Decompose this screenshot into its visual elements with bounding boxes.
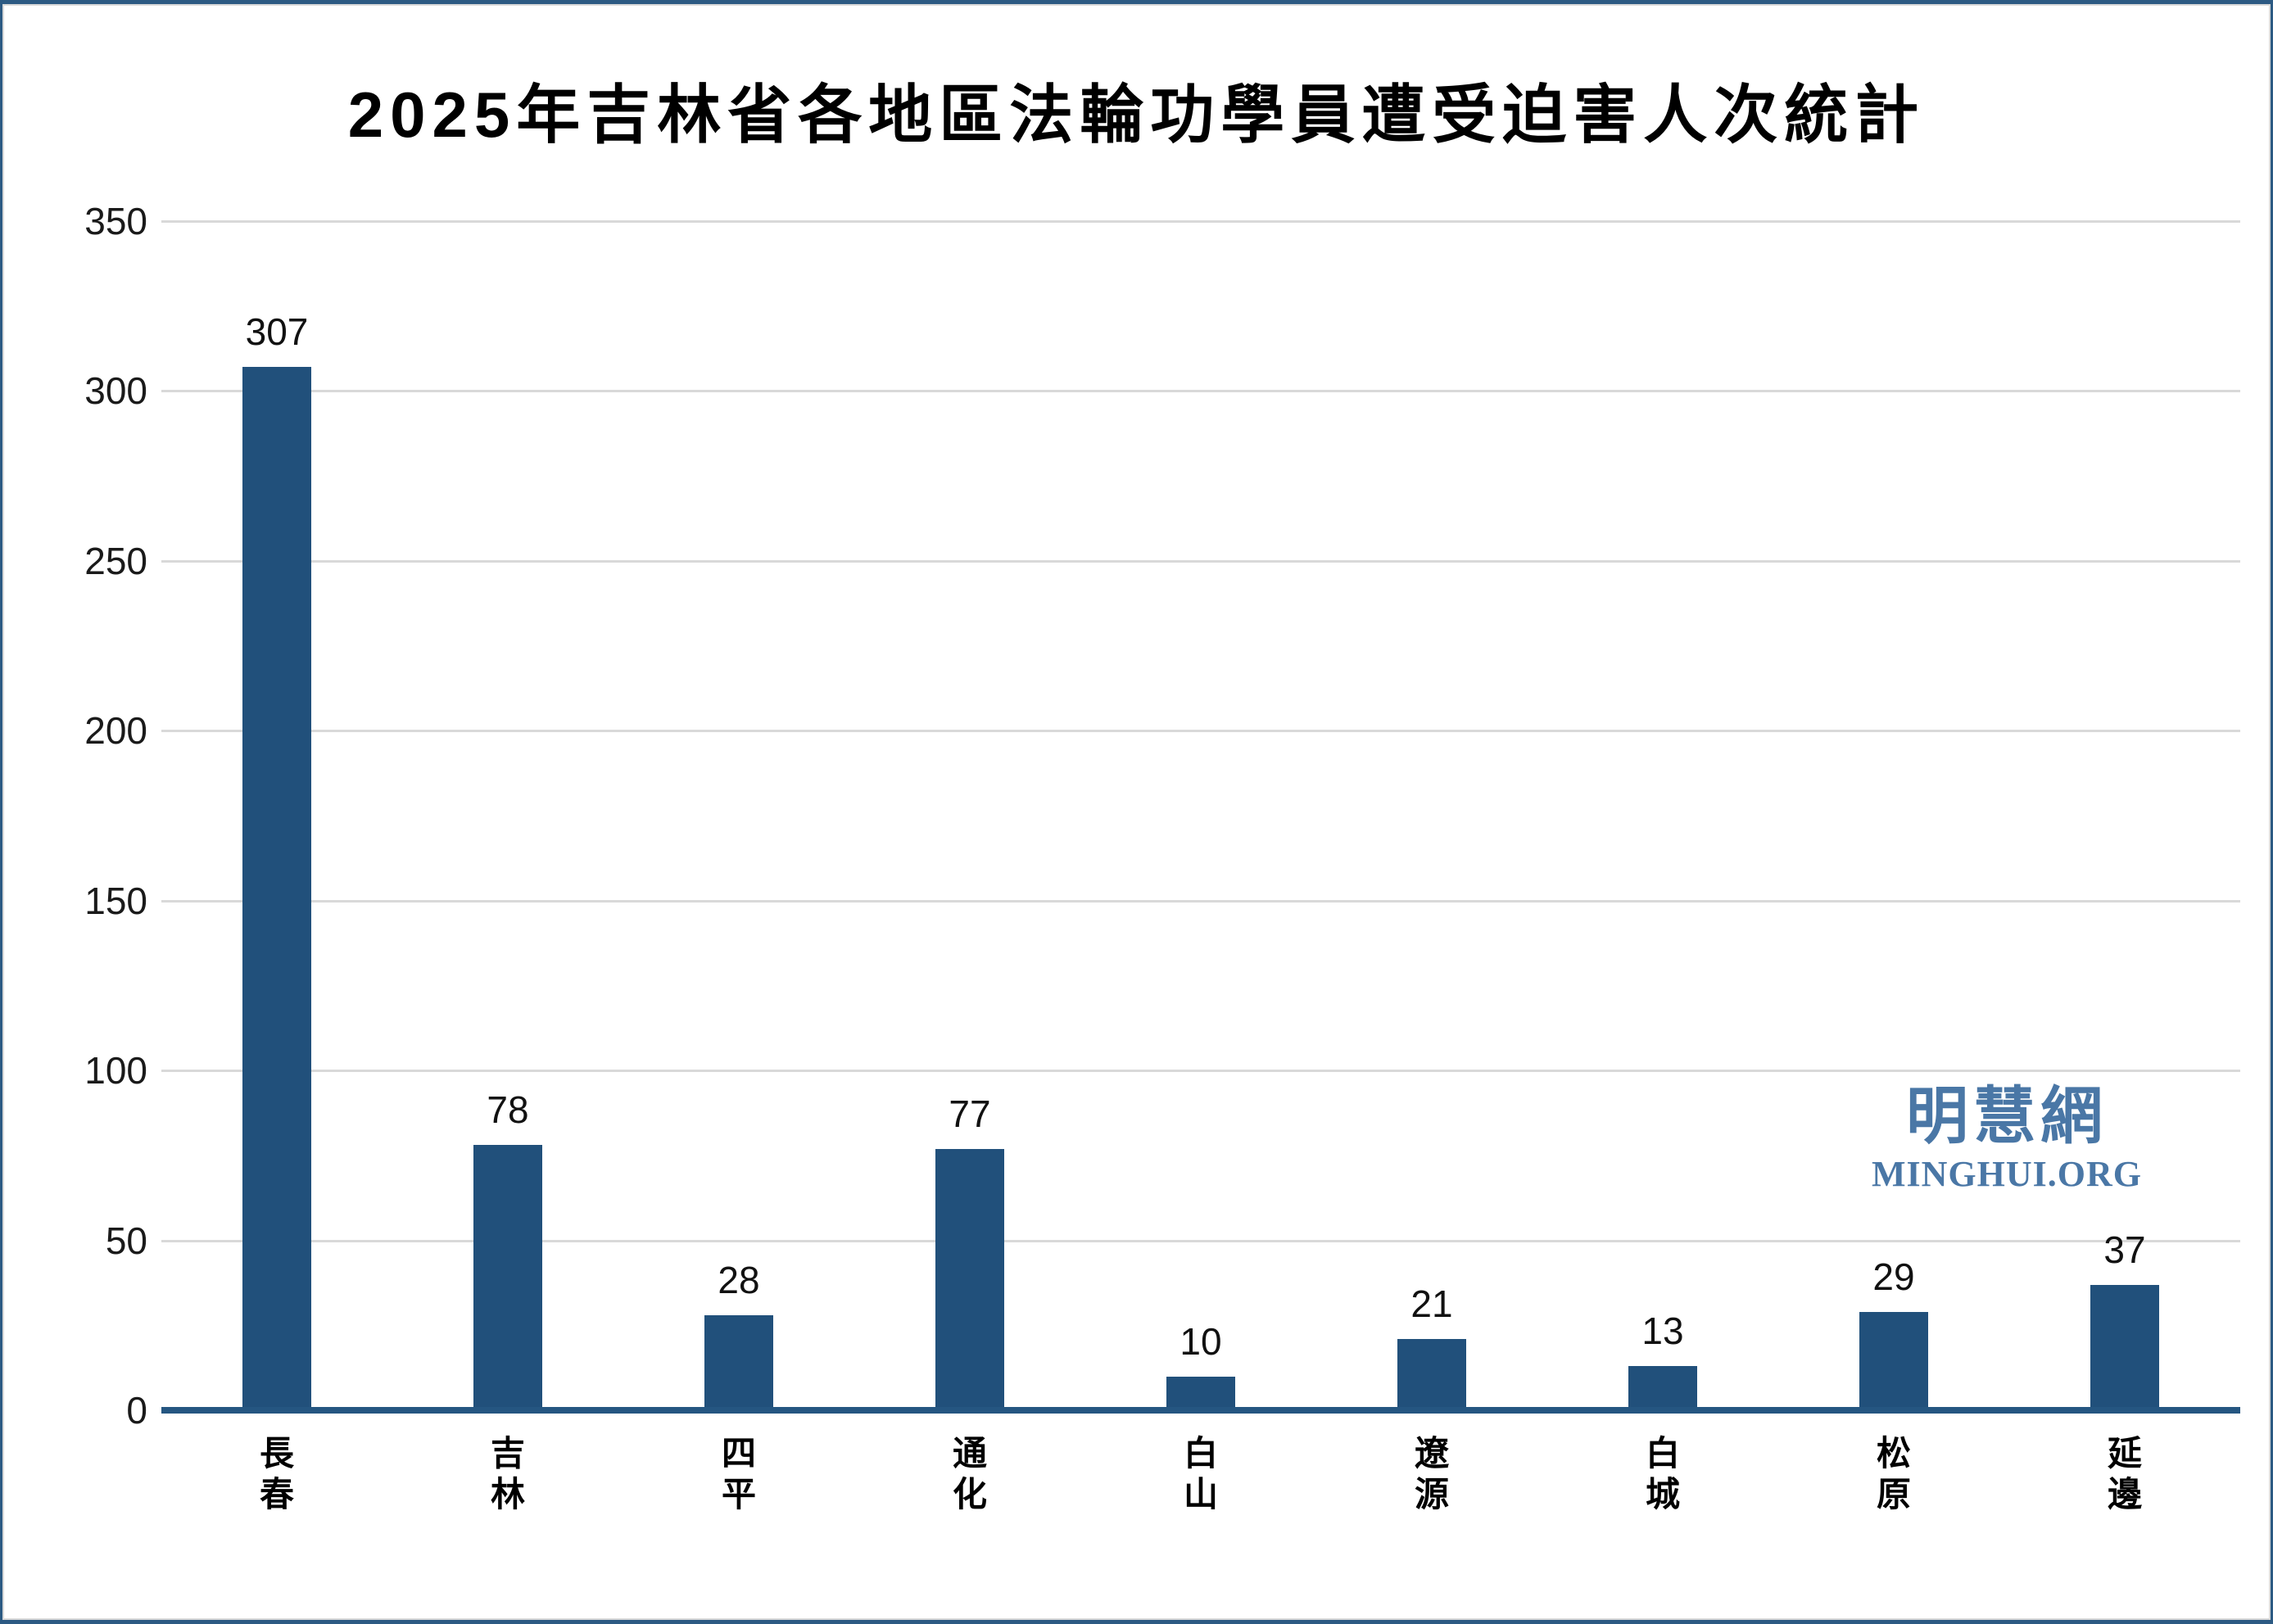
bar xyxy=(1166,1376,1235,1410)
y-axis-tick-label: 0 xyxy=(126,1389,147,1432)
bar xyxy=(704,1314,773,1410)
bar xyxy=(242,367,311,1410)
gridline xyxy=(161,220,2240,223)
y-axis-tick-label: 300 xyxy=(84,369,147,413)
y-axis-tick-label: 250 xyxy=(84,539,147,582)
gridline xyxy=(161,559,2240,563)
bar-value-label: 77 xyxy=(949,1092,991,1135)
plot-area xyxy=(161,220,2240,1414)
bar-value-label: 21 xyxy=(1410,1282,1453,1325)
gridline xyxy=(161,899,2240,902)
y-axis-tick-label: 200 xyxy=(84,709,147,753)
y-axis-tick-label: 150 xyxy=(84,879,147,922)
bar-value-label: 13 xyxy=(1641,1310,1684,1353)
y-axis-tick-label: 100 xyxy=(84,1049,147,1092)
bar-value-label: 37 xyxy=(2103,1228,2146,1271)
x-axis-line xyxy=(161,1407,2240,1414)
bar-value-label: 10 xyxy=(1180,1319,1222,1363)
x-axis-label: 吉 林 xyxy=(490,1434,525,1513)
bar xyxy=(1397,1338,1466,1410)
gridline xyxy=(161,730,2240,733)
gridline xyxy=(161,1239,2240,1242)
x-axis-label: 延 邊 xyxy=(2107,1434,2142,1513)
bar xyxy=(1628,1366,1697,1410)
x-axis-label: 松 原 xyxy=(1876,1434,1911,1513)
bar-value-label: 78 xyxy=(487,1088,529,1132)
x-axis-label: 遼 源 xyxy=(1414,1434,1449,1513)
watermark-cjk-text: 明慧網 xyxy=(1906,1082,2108,1151)
bar xyxy=(1859,1311,1928,1410)
x-axis-label: 長 春 xyxy=(259,1434,294,1513)
watermark-latin-text: MINGHUI.ORG xyxy=(1872,1154,2142,1194)
x-axis-label: 白 城 xyxy=(1645,1434,1680,1513)
y-axis-tick-label: 50 xyxy=(105,1219,147,1262)
bar xyxy=(2090,1284,2159,1410)
bar-value-label: 29 xyxy=(1872,1255,1915,1298)
gridline xyxy=(161,1070,2240,1073)
y-axis-tick-label: 350 xyxy=(84,200,147,242)
bar xyxy=(935,1148,1004,1410)
bar-value-label: 307 xyxy=(245,310,309,354)
gridline xyxy=(161,390,2240,393)
x-axis-label: 四 平 xyxy=(721,1434,756,1513)
x-axis-label: 通 化 xyxy=(952,1434,987,1513)
bar-value-label: 28 xyxy=(718,1258,760,1301)
bar xyxy=(473,1145,542,1410)
x-axis-label: 白 山 xyxy=(1183,1434,1218,1513)
chart-title: 2025年吉林省各地區法輪功學員遭受迫害人次統計 xyxy=(347,79,1926,151)
watermark: 明慧網 MINGHUI.ORG xyxy=(1872,1083,2142,1195)
